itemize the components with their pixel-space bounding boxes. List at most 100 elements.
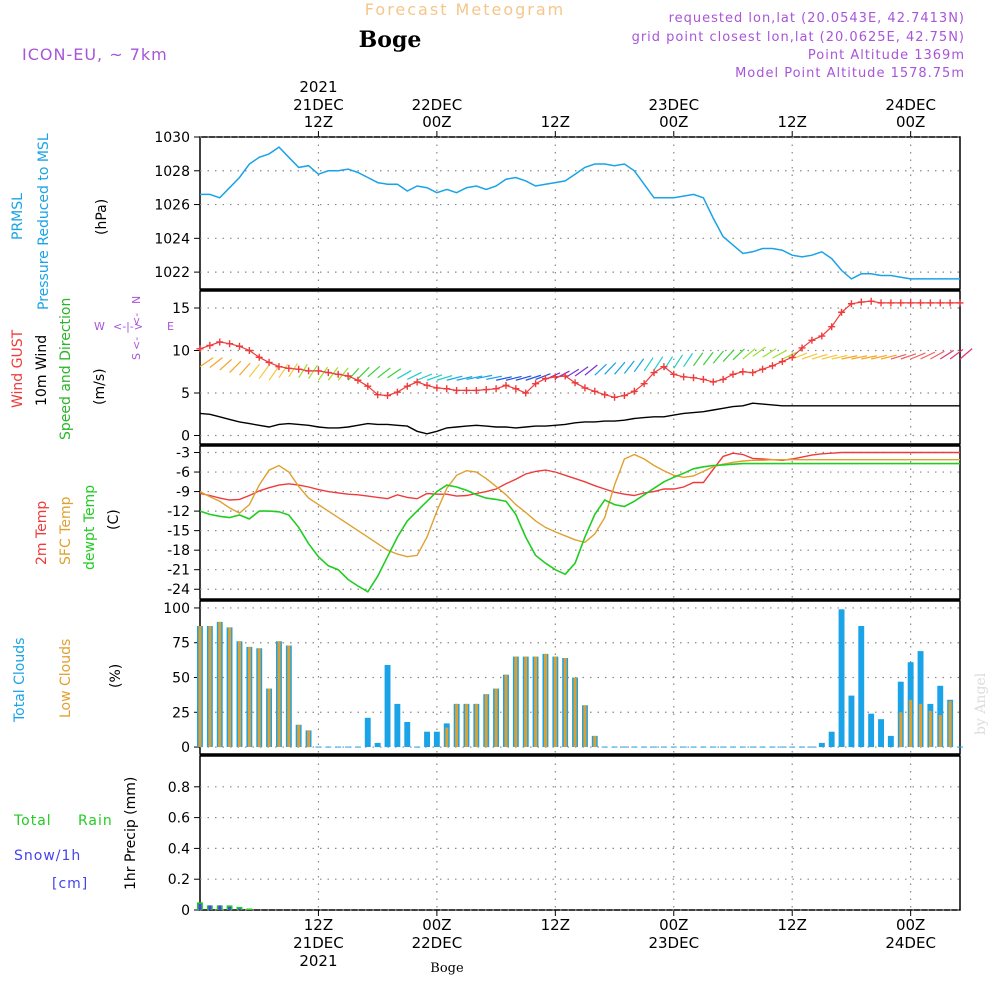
wind-gust-marker	[719, 375, 727, 383]
y-tick-label: 50	[172, 671, 190, 687]
low-cloud-bar	[297, 724, 301, 748]
low-cloud-bar	[465, 703, 468, 747]
low-cloud-bar	[257, 648, 261, 748]
wind-dir-arrow	[841, 355, 858, 360]
wind-dir-arrow	[693, 352, 704, 367]
y-tick-label: -9	[176, 485, 190, 501]
y-tick-label: 10	[172, 344, 190, 360]
low-cloud-bar	[919, 703, 922, 747]
wind-gust-marker	[541, 375, 549, 383]
wind-gust-marker	[305, 367, 313, 375]
wind-gust-marker	[749, 369, 757, 377]
wind-dir-arrow	[683, 353, 694, 367]
wind-gust-marker	[956, 299, 964, 307]
wind-gust-marker	[857, 298, 865, 306]
p5-label-cm: [cm]	[52, 876, 88, 892]
low-cloud-bar	[494, 688, 498, 747]
wind-gust-marker	[344, 372, 352, 380]
low-cloud-bar	[238, 641, 241, 747]
wind-gust-marker	[828, 323, 836, 331]
wind-gust-marker	[433, 384, 441, 392]
location-title: Boge	[359, 27, 422, 53]
wind-dir-arrow	[209, 357, 223, 368]
bottom-time-label: 12Z	[541, 916, 570, 934]
snow-bar	[238, 908, 241, 910]
wind-gust-marker	[265, 358, 273, 366]
wind-gust-marker	[847, 300, 855, 308]
total-cloud-bar	[848, 695, 855, 748]
wind-dir-arrow	[653, 356, 664, 371]
wind-dir-arrow	[199, 357, 214, 368]
y-tick-label: 75	[172, 636, 190, 652]
top-time-label: 21DEC	[293, 96, 344, 114]
wind-gust-marker	[453, 386, 461, 394]
low-cloud-bar	[287, 645, 291, 747]
wind-gust-marker	[334, 370, 342, 378]
wind-dir-arrow	[466, 375, 483, 380]
wind-dir-arrow	[357, 366, 370, 379]
wind-dir-arrow	[426, 374, 443, 381]
total-cloud-bar	[374, 742, 381, 748]
t2m-line	[199, 451, 960, 501]
wind-gust-marker	[235, 342, 243, 350]
wind-dir-arrow	[258, 365, 270, 379]
low-cloud-bar	[267, 688, 271, 747]
low-cloud-bar	[504, 674, 508, 747]
bottom-time-label: 23DEC	[648, 934, 699, 952]
wind-dir-arrow	[446, 375, 463, 381]
wind-gust-marker	[788, 353, 796, 361]
wind-dir-arrow	[791, 352, 808, 360]
y-tick-label: 1028	[154, 164, 190, 180]
total-cloud-bar	[364, 717, 371, 747]
y-tick-label: 0	[181, 429, 190, 445]
p5-label-snow: Snow/1h	[14, 848, 81, 864]
wind-dir-arrow	[930, 350, 945, 360]
wind-gust-marker	[255, 353, 263, 361]
wind-gust-marker	[660, 363, 668, 371]
low-cloud-bar	[544, 653, 547, 748]
low-cloud-bar	[455, 703, 459, 747]
low-cloud-bar	[484, 694, 488, 748]
wind-dir-arrow	[525, 374, 542, 381]
wind-gust-marker	[364, 382, 372, 390]
wind-dir-arrow	[614, 361, 626, 375]
snow-bar	[208, 905, 212, 910]
low-cloud-bar	[563, 658, 567, 747]
low-cloud-bar	[899, 712, 903, 748]
y-tick-label: -21	[167, 563, 190, 579]
model-altitude: Model Point Altitude 1578.75m	[735, 66, 965, 81]
wind-dir-arrow	[594, 363, 607, 376]
wind-gust-marker	[818, 332, 826, 340]
total-cloud-bar	[917, 651, 924, 748]
low-cloud-bar	[928, 710, 932, 748]
wind-gust-marker	[216, 338, 224, 346]
wind-dir-arrow	[239, 362, 251, 376]
compass-rose: N <- W <-|-> E <- S	[94, 296, 174, 360]
top-time-label: 2021	[299, 78, 337, 96]
compass-arrow-s: <-	[130, 337, 143, 350]
total-cloud-bar	[394, 703, 401, 747]
wind-dir-arrow	[515, 375, 532, 381]
wind-dir-arrow	[920, 351, 936, 360]
wind-dir-arrow	[811, 353, 828, 360]
wind-gust-marker	[601, 391, 609, 399]
wind-dir-arrow	[505, 375, 522, 381]
requested-coords: requested lon,lat (20.0543E, 42.7413N)	[669, 11, 965, 26]
wind-dir-arrow	[337, 367, 349, 381]
y-tick-label: 5	[181, 386, 190, 402]
wind-gust-marker	[314, 367, 322, 375]
wind-dir-arrow	[416, 373, 433, 381]
wind-gust-marker	[946, 299, 954, 307]
point-altitude: Point Altitude 1369m	[808, 48, 965, 63]
low-cloud-bar	[948, 701, 952, 747]
wind-dir-arrow	[623, 360, 635, 374]
low-cloud-bar	[228, 627, 232, 747]
dewpt-line	[199, 462, 960, 593]
compass-arrow-we: <-|->	[113, 320, 143, 333]
wind-dir-arrow	[367, 365, 381, 378]
panel-frame-1	[199, 136, 961, 290]
y-tick-label: 0	[181, 903, 190, 919]
total-cloud-bar	[838, 609, 845, 747]
